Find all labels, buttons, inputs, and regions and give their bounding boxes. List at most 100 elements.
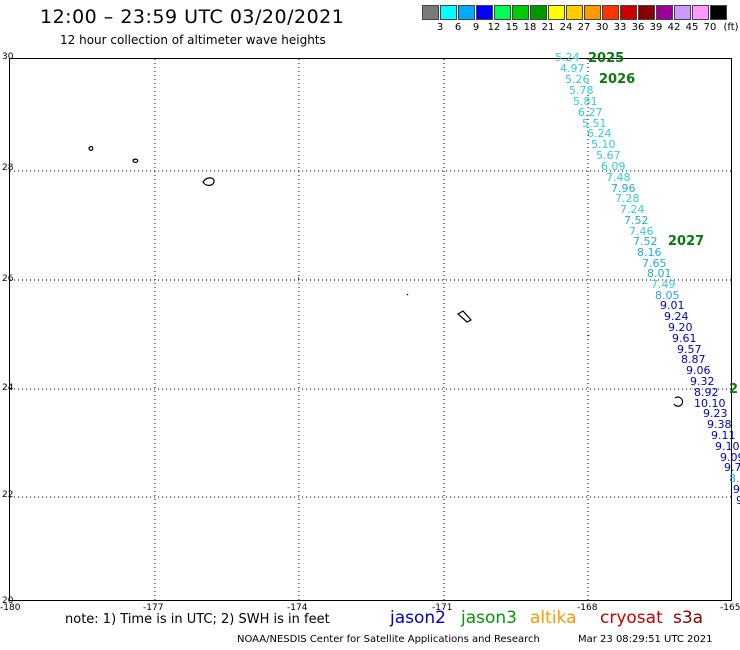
island-outline xyxy=(406,293,409,296)
wave-height-value: 9.06 xyxy=(686,364,711,377)
colorbar-label: 39 xyxy=(649,22,663,33)
latitude-label: 26 xyxy=(2,274,14,284)
wave-height-value: 7.48 xyxy=(606,171,631,184)
longitude-label: -165 xyxy=(720,603,740,613)
wave-height-value: 5.78 xyxy=(569,84,594,97)
units-note: note: 1) Time is in UTC; 2) SWH is in fe… xyxy=(65,612,330,627)
colorbar-swatch xyxy=(602,5,619,20)
wave-height-value: 7.52 xyxy=(624,214,649,227)
colorbar-swatch xyxy=(476,5,493,20)
wave-height-value: 7.49 xyxy=(651,278,676,291)
colorbar-label: 70 xyxy=(703,22,717,33)
wave-height-value: 6.24 xyxy=(587,127,612,140)
colorbar-swatch xyxy=(638,5,655,20)
wave-height-value: 5.10 xyxy=(591,138,616,151)
colorbar-swatch xyxy=(710,5,727,20)
wave-height-value: 7.24 xyxy=(620,203,645,216)
colorbar-label: 33 xyxy=(613,22,627,33)
colorbar-swatch xyxy=(512,5,529,20)
wave-height-value: 9.38 xyxy=(707,418,732,431)
legend-item-s3a: s3a xyxy=(673,608,704,628)
colorbar-label: 3 xyxy=(436,22,444,33)
wave-height-value: 8.16 xyxy=(637,246,662,259)
wave-height-value: 6.27 xyxy=(578,106,603,119)
latitude-label: 28 xyxy=(2,163,14,173)
wave-height-value: 5.24 xyxy=(555,51,580,64)
wave-height-value: 6.09 xyxy=(601,160,626,173)
longitude-label: -168 xyxy=(577,603,598,613)
colorbar-label: 42 xyxy=(667,22,681,33)
island-outline xyxy=(673,396,684,407)
legend-item-altika: altika xyxy=(530,608,577,628)
wave-height-value: 8.01 xyxy=(647,267,672,280)
colorbar-swatch xyxy=(584,5,601,20)
map-subtitle: 12 hour collection of altimeter wave hei… xyxy=(60,33,326,47)
wave-height-value: 8.87 xyxy=(681,353,706,366)
colorbar-label: 30 xyxy=(595,22,609,33)
colorbar-label: 27 xyxy=(577,22,591,33)
colorbar-swatch xyxy=(422,5,439,20)
legend-item-jason2: jason2 xyxy=(390,608,446,628)
wave-height-value: 7.65 xyxy=(642,257,667,270)
latitude-label: 20 xyxy=(2,596,14,606)
pass-number-label: 2026 xyxy=(599,72,636,87)
colorbar-swatch xyxy=(548,5,565,20)
colorbar-label: 9 xyxy=(472,22,480,33)
wave-height-value: 9.24 xyxy=(664,310,689,323)
wave-height-value: 9.11 xyxy=(711,429,736,442)
wave-height-value: 7.52 xyxy=(633,235,658,248)
wave-height-value: 4.97 xyxy=(560,62,585,75)
wave-height-value: 5.81 xyxy=(573,95,598,108)
colorbar-label: 12 xyxy=(487,22,501,33)
colorbar-swatch xyxy=(530,5,547,20)
wave-height-value: 9.32 xyxy=(690,375,715,388)
legend-item-jason3: jason3 xyxy=(461,608,517,628)
colorbar-unit: (ft) xyxy=(723,22,739,33)
wave-height-value: 10.10 xyxy=(694,397,726,410)
colorbar-label: 6 xyxy=(454,22,462,33)
longitude-label: -177 xyxy=(143,603,164,613)
island-outline xyxy=(88,145,94,151)
colorbar-swatch xyxy=(440,5,457,20)
map-title: 12:00 – 23:59 UTC 03/20/2021 xyxy=(40,6,345,28)
latitude-label: 24 xyxy=(2,383,14,393)
legend-item-cryosat: cryosat xyxy=(600,608,663,628)
pass-number-label: 2025 xyxy=(588,51,625,66)
colorbar-label: 15 xyxy=(505,22,519,33)
colorbar-swatch xyxy=(566,5,583,20)
wave-height-value: 8. xyxy=(729,472,740,485)
colorbar-swatch xyxy=(656,5,673,20)
wave-height-value: 5.51 xyxy=(582,117,607,130)
colorbar-label: 36 xyxy=(631,22,645,33)
island-outline xyxy=(202,177,215,186)
wave-height-value: 9 xyxy=(736,494,740,507)
colorbar-swatch xyxy=(620,5,637,20)
generated-timestamp: Mar 23 08:29:51 UTC 2021 xyxy=(578,634,713,645)
colorbar-label: 21 xyxy=(541,22,555,33)
longitude-label: -171 xyxy=(432,603,453,613)
island-outline xyxy=(456,310,472,323)
island-outline xyxy=(132,158,139,163)
wave-height-value: 7.96 xyxy=(611,182,636,195)
colorbar-label: 45 xyxy=(685,22,699,33)
wave-height-value: 9.7 xyxy=(724,461,740,474)
latitude-label: 22 xyxy=(2,490,14,500)
longitude-label: -174 xyxy=(287,603,308,613)
wave-height-value: 9.10 xyxy=(715,440,740,453)
longitude-label: -180 xyxy=(0,603,21,613)
wave-height-value: 9.01 xyxy=(660,299,685,312)
wave-height-value: 9.20 xyxy=(668,321,693,334)
wave-height-value: 9 xyxy=(733,483,740,496)
pass-number-label: 2027 xyxy=(668,234,705,249)
credit-text: NOAA/NESDIS Center for Satellite Applica… xyxy=(237,634,540,645)
wave-height-value: 5.26 xyxy=(565,73,590,86)
wave-height-value: 9.57 xyxy=(677,343,702,356)
wave-height-value: 7.46 xyxy=(629,225,654,238)
wave-height-value: 8.92 xyxy=(694,386,719,399)
latitude-label: 30 xyxy=(2,52,14,62)
wave-height-value: 7.28 xyxy=(615,192,640,205)
colorbar-swatch xyxy=(692,5,709,20)
wave-height-value: 8.05 xyxy=(655,289,680,302)
colorbar-swatch xyxy=(458,5,475,20)
colorbar-swatch xyxy=(494,5,511,20)
